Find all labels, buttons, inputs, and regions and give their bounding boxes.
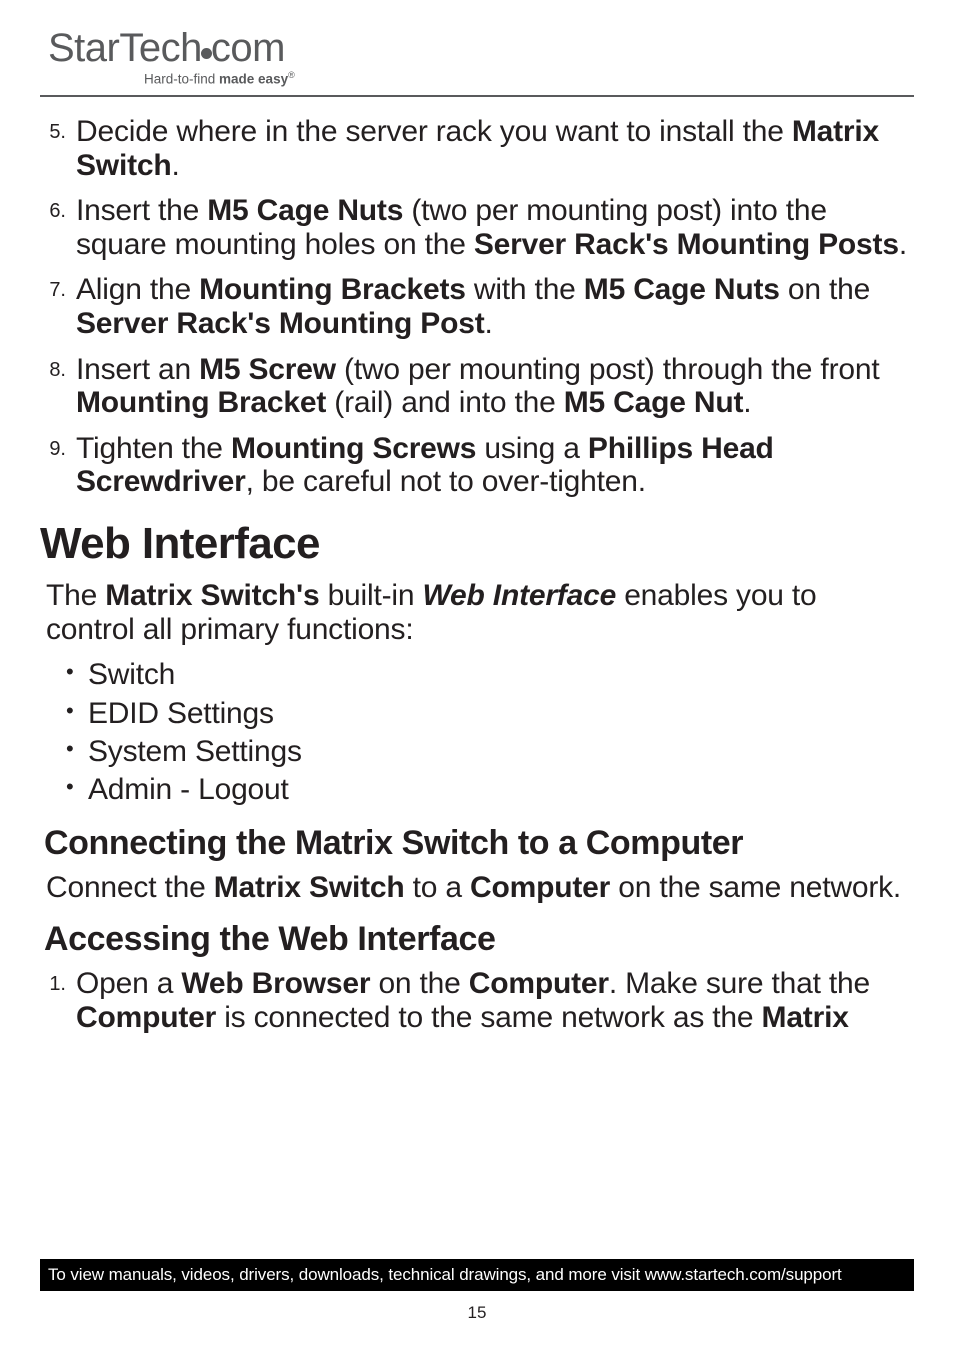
header-rule (40, 95, 914, 98)
step-number: 7. (40, 273, 76, 340)
step-text: Decide where in the server rack you want… (76, 115, 908, 182)
step-text: Align the Mounting Brackets with the M5 … (76, 273, 908, 340)
paragraph: Connect the Matrix Switch to a Computer … (46, 871, 902, 905)
bullet-item: Admin - Logout (66, 771, 908, 809)
list-item: 7.Align the Mounting Brackets with the M… (40, 273, 908, 340)
bullet-item: EDID Settings (66, 695, 908, 733)
step-number: 8. (40, 353, 76, 420)
step-number: 9. (40, 432, 76, 499)
page-number: 15 (0, 1303, 954, 1323)
brand-part-b: com (211, 26, 285, 70)
subsection-heading: Connecting the Matrix Switch to a Comput… (44, 824, 908, 863)
content: 5.Decide where in the server rack you wa… (40, 115, 914, 1034)
brand-wordmark: StarTechcom (48, 28, 914, 68)
step-text: Tighten the Mounting Screws using a Phil… (76, 432, 908, 499)
brand-logo: StarTechcom Hard-to-find made easy® (48, 28, 914, 87)
feature-bullets: Switch EDID Settings System Settings Adm… (66, 656, 908, 810)
list-item: 9.Tighten the Mounting Screws using a Ph… (40, 432, 908, 499)
footer-bar: To view manuals, videos, drivers, downlo… (40, 1259, 914, 1291)
subsection-heading: Accessing the Web Interface (44, 920, 908, 959)
brand-tagline: Hard-to-find made easy® (144, 70, 914, 87)
step-number: 5. (40, 115, 76, 182)
bullet-item: System Settings (66, 733, 908, 771)
brand-dot-icon (201, 48, 212, 59)
list-item: 5.Decide where in the server rack you wa… (40, 115, 908, 182)
step-number: 1. (40, 967, 76, 1034)
step-text: Insert an M5 Screw (two per mounting pos… (76, 353, 908, 420)
page: StarTechcom Hard-to-find made easy® 5.De… (0, 0, 954, 1345)
brand-part-a: StarTech (48, 26, 202, 70)
step-text: Open a Web Browser on the Computer. Make… (76, 967, 908, 1034)
tagline-pre: Hard-to-find (144, 72, 219, 87)
list-item: 8.Insert an M5 Screw (two per mounting p… (40, 353, 908, 420)
access-steps-list: 1.Open a Web Browser on the Computer. Ma… (40, 967, 908, 1034)
bullet-item: Switch (66, 656, 908, 694)
step-text: Insert the M5 Cage Nuts (two per mountin… (76, 194, 908, 261)
list-item: 6.Insert the M5 Cage Nuts (two per mount… (40, 194, 908, 261)
step-number: 6. (40, 194, 76, 261)
lead-paragraph: The Matrix Switch's built-in Web Interfa… (46, 579, 902, 646)
tagline-bold: made easy (219, 72, 288, 87)
registered-mark: ® (288, 70, 295, 80)
install-steps-list: 5.Decide where in the server rack you wa… (40, 115, 908, 499)
section-heading: Web Interface (40, 519, 908, 569)
list-item: 1.Open a Web Browser on the Computer. Ma… (40, 967, 908, 1034)
